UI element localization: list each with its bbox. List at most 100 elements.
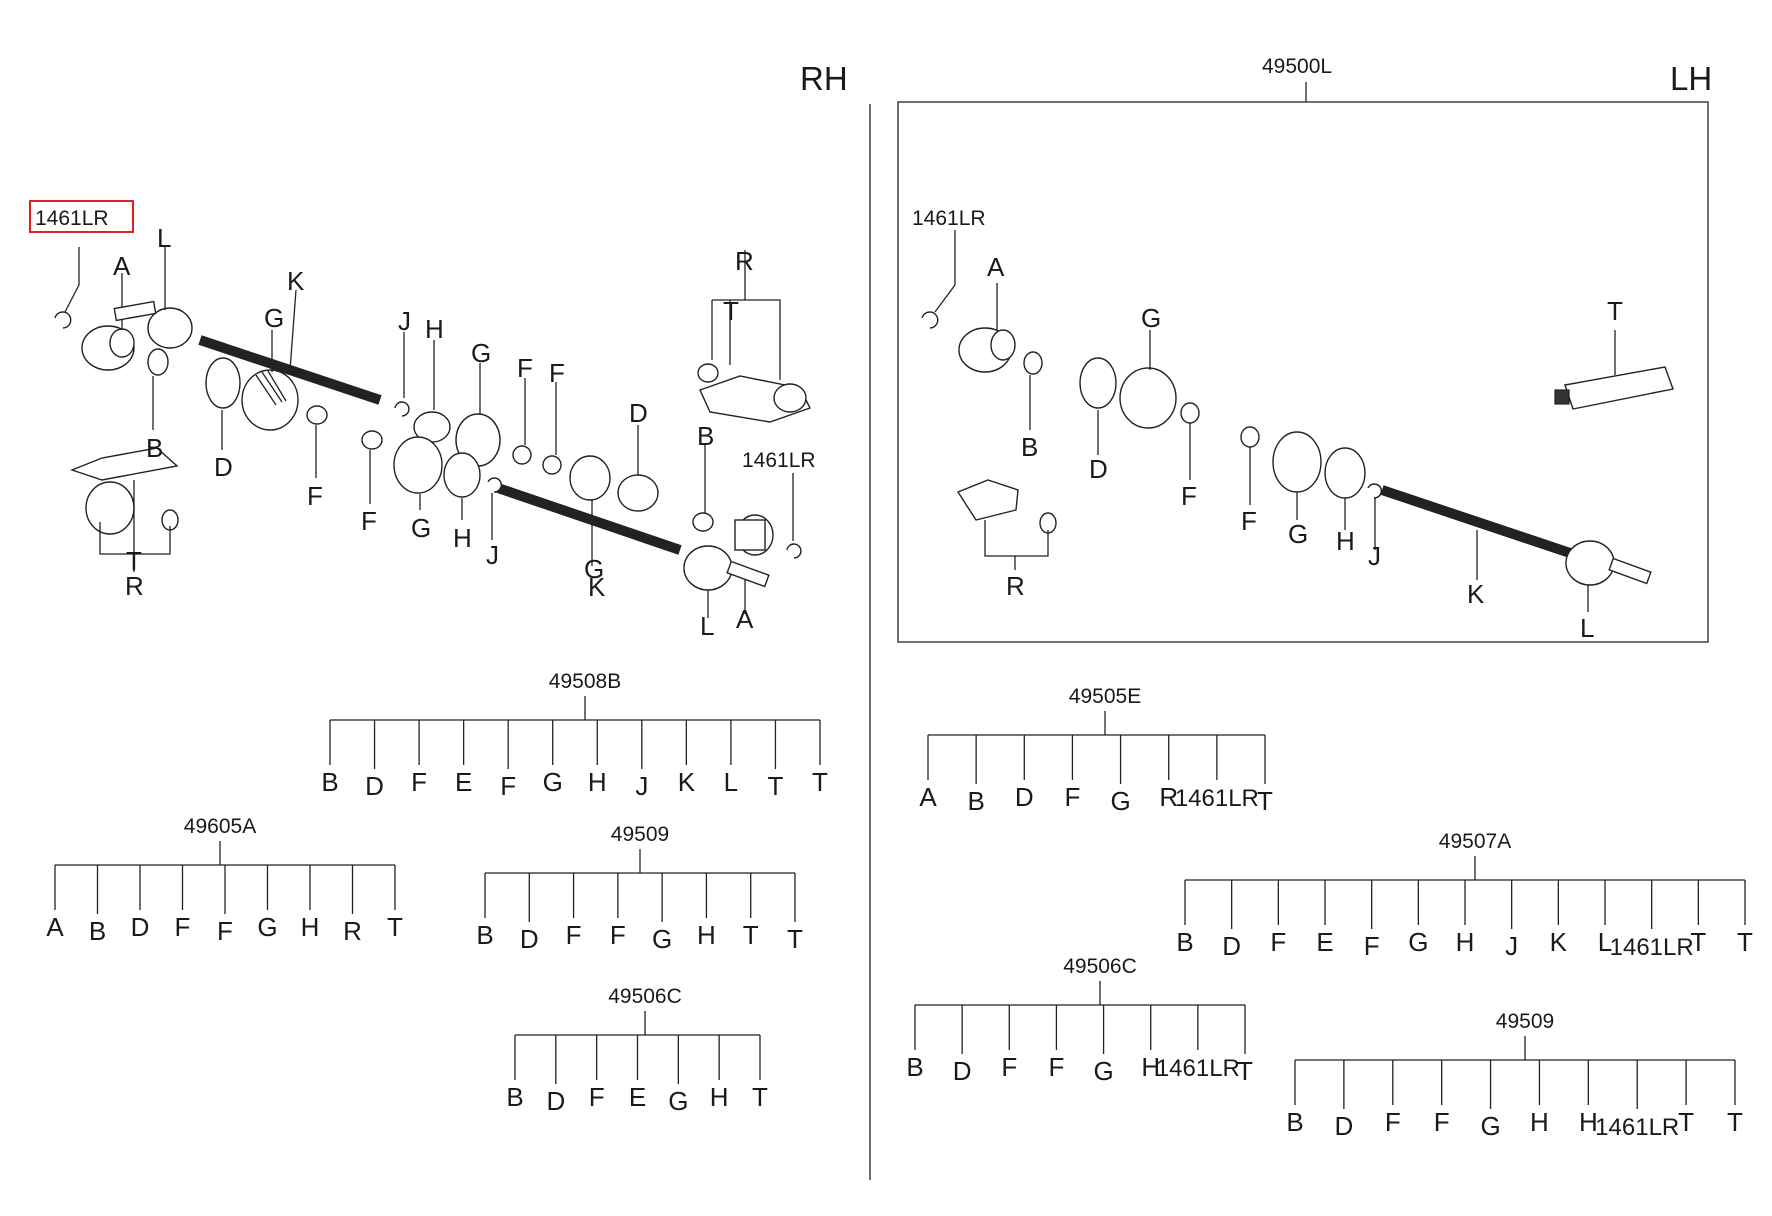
callout-t: T [126, 546, 142, 576]
kit-item-label: B [476, 920, 493, 950]
kit-item-label: H [588, 767, 607, 797]
callout-g: G [411, 513, 431, 543]
kit-item-label: 1461LR [1175, 785, 1259, 812]
kit-item-label: H [301, 912, 320, 942]
callout-f: F [549, 358, 565, 388]
kit-item-label: F [610, 920, 626, 950]
kit-item-label: F [1364, 931, 1380, 961]
kit-item-label: G [668, 1086, 688, 1116]
callout-1461lr[interactable]: 1461LR [35, 207, 109, 230]
kit-item-label: 1461LR [1610, 934, 1694, 961]
kit-tree: 49506C B D F E G H T [506, 985, 768, 1116]
callout-g: G [471, 338, 491, 368]
kit-item-label: R [1159, 782, 1178, 812]
lh-callouts: 1461LR A G T B D F F G H J R K L [912, 207, 1623, 643]
callout-r: R [125, 571, 144, 601]
callout-t: T [723, 296, 739, 326]
callout-f: F [1241, 506, 1257, 536]
callout-f: F [307, 481, 323, 511]
kit-item-label: F [566, 920, 582, 950]
callout-d: D [1089, 454, 1108, 484]
kit-item-label: T [1737, 927, 1753, 957]
kit-item-label: F [1001, 1052, 1017, 1082]
kit-code[interactable]: 49505E [1069, 685, 1141, 708]
kit-item-label: H [697, 920, 716, 950]
kit-item-label: T [743, 920, 759, 950]
kit-code[interactable]: 49506C [608, 985, 682, 1008]
lh-parts-drawing [921, 230, 1674, 612]
callout-r: R [735, 246, 754, 276]
kit-item-label: E [455, 767, 472, 797]
callout-k: K [588, 572, 606, 602]
kit-item-label: J [1505, 931, 1518, 961]
callout-a: A [736, 604, 754, 634]
callout-g: G [1141, 303, 1161, 333]
kit-code[interactable]: 49508B [549, 670, 621, 693]
kit-item-label: T [768, 771, 784, 801]
callout-f: F [1181, 481, 1197, 511]
kit-item-label: B [967, 786, 984, 816]
callout-j: J [398, 306, 411, 336]
kit-item-label: T [1690, 927, 1706, 957]
callout-b: B [146, 433, 163, 463]
callout-b: B [697, 421, 714, 451]
kit-item-label: D [365, 771, 384, 801]
kit-item-label: A [46, 912, 64, 942]
kit-item-label: B [506, 1082, 523, 1112]
kit-code[interactable]: 49605A [184, 815, 256, 838]
kit-code[interactable]: 49507A [1439, 830, 1511, 853]
selected-part-highlight[interactable] [29, 200, 134, 233]
kit-item-label: T [387, 912, 403, 942]
kit-item-label: G [543, 767, 563, 797]
boot-part [241, 369, 299, 431]
bearing-part [147, 307, 193, 349]
kit-item-label: T [1678, 1107, 1694, 1137]
callout-k: K [1467, 579, 1485, 609]
kit-item-label: L [724, 767, 738, 797]
callout-j: J [486, 540, 499, 570]
callout-j: J [1368, 541, 1381, 571]
kit-item-label: F [1270, 927, 1286, 957]
kit-item-label: D [520, 924, 539, 954]
kit-item-label: T [1257, 786, 1273, 816]
kit-item-label: 1461LR [1595, 1114, 1679, 1141]
callout-1461lr: 1461LR [912, 207, 986, 230]
kit-item-label: H [1141, 1052, 1160, 1082]
kit-code[interactable]: 49509 [611, 823, 669, 846]
kit-item-label: D [131, 912, 150, 942]
rh-callouts: 1461LR L A K G J H G F F D R T B B 1461L… [35, 207, 816, 641]
callout-k: K [287, 266, 305, 296]
kit-item-label: F [589, 1082, 605, 1112]
kit-item-label: F [217, 916, 233, 946]
lh-assembly-frame [897, 101, 1709, 643]
kit-item-label: F [500, 771, 516, 801]
kit-item-label: D [1334, 1111, 1353, 1141]
kit-item-label: K [1550, 927, 1568, 957]
callout-1461lr: 1461LR [742, 449, 816, 472]
kit-item-label: F [1385, 1107, 1401, 1137]
callout-h: H [425, 314, 444, 344]
callout-g: G [584, 554, 604, 584]
kit-code[interactable]: 49506C [1063, 955, 1137, 978]
kit-item-label: B [89, 916, 106, 946]
kit-item-label: B [321, 767, 338, 797]
callout-a: A [987, 252, 1005, 282]
kit-item-label: F [411, 767, 427, 797]
kit-item-label: G [257, 912, 277, 942]
kit-item-label: T [812, 767, 828, 797]
rh-side-title: RH [800, 60, 848, 97]
lh-assembly-code: 49500L [1262, 55, 1332, 78]
kit-item-label: B [906, 1052, 923, 1082]
kit-item-label: D [1015, 782, 1034, 812]
callout-f: F [517, 353, 533, 383]
kit-code[interactable]: 49509 [1496, 1010, 1554, 1033]
kit-item-label: F [1048, 1052, 1064, 1082]
kit-item-label: T [1237, 1056, 1253, 1086]
kit-item-label: H [1456, 927, 1475, 957]
callout-l: L [700, 611, 714, 641]
